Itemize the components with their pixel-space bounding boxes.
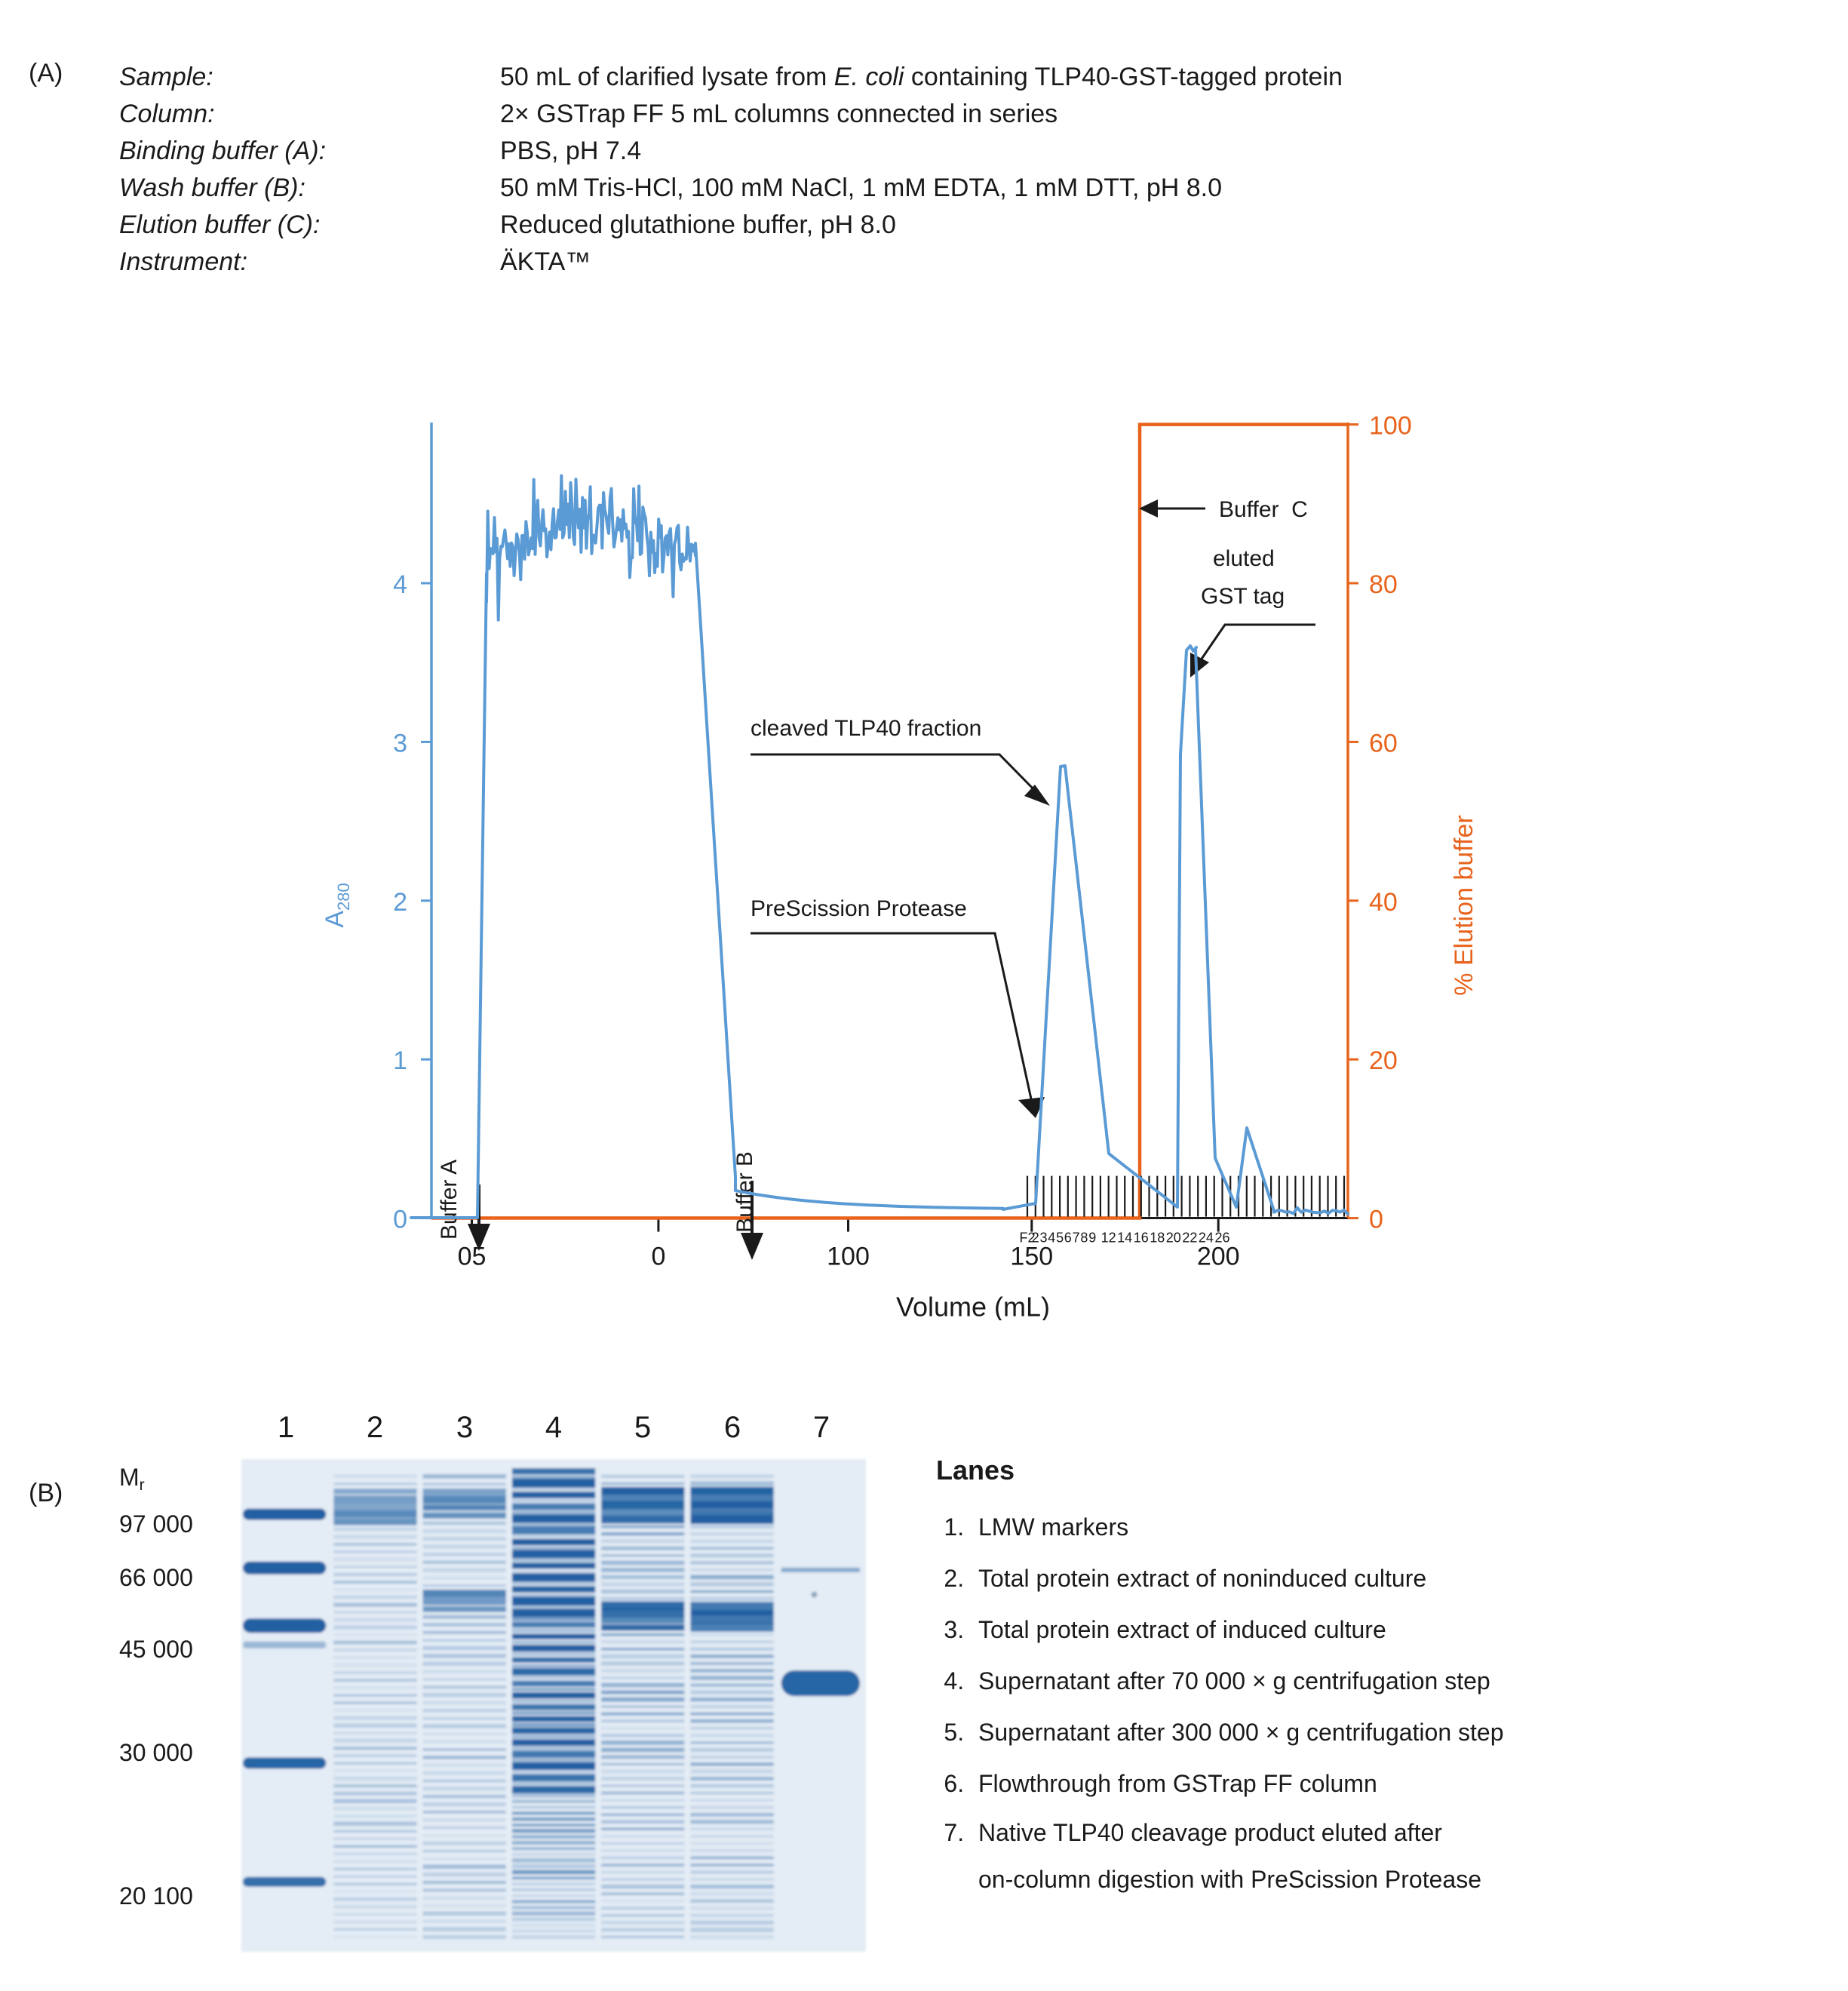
svg-text:9: 9 <box>1088 1231 1096 1246</box>
svg-text:GST tag: GST tag <box>1201 584 1285 609</box>
svg-text:100: 100 <box>827 1243 870 1271</box>
svg-text:22: 22 <box>1182 1231 1197 1246</box>
svg-text:eluted: eluted <box>1213 546 1275 571</box>
svg-text:3: 3 <box>1039 1231 1047 1246</box>
svg-text:05: 05 <box>458 1243 487 1271</box>
svg-text:40: 40 <box>1369 888 1398 917</box>
svg-text:A280: A280 <box>321 883 353 927</box>
svg-text:% Elution buffer: % Elution buffer <box>1450 815 1478 995</box>
svg-text:0: 0 <box>651 1243 665 1271</box>
svg-text:PreScission Protease: PreScission Protease <box>751 896 967 921</box>
svg-text:1: 1 <box>393 1046 407 1075</box>
svg-text:8: 8 <box>1080 1231 1088 1246</box>
svg-text:2: 2 <box>393 888 407 917</box>
svg-text:Buffer A: Buffer A <box>437 1160 462 1240</box>
svg-text:cleaved TLP40 fraction: cleaved TLP40 fraction <box>751 716 981 741</box>
svg-text:5: 5 <box>1056 1231 1064 1246</box>
svg-text:4: 4 <box>1048 1231 1055 1246</box>
svg-text:7: 7 <box>1073 1231 1080 1246</box>
svg-text:4: 4 <box>393 570 407 599</box>
svg-text:6: 6 <box>1064 1231 1072 1246</box>
svg-text:3: 3 <box>393 729 407 757</box>
svg-text:Buffer C: Buffer C <box>1219 497 1308 522</box>
svg-text:14: 14 <box>1117 1231 1132 1246</box>
svg-text:20: 20 <box>1166 1231 1181 1246</box>
svg-text:16: 16 <box>1134 1231 1149 1246</box>
svg-text:200: 200 <box>1197 1243 1240 1271</box>
svg-text:24: 24 <box>1199 1231 1214 1246</box>
svg-text:20: 20 <box>1369 1046 1398 1075</box>
svg-text:26: 26 <box>1214 1231 1229 1246</box>
svg-text:0: 0 <box>393 1206 407 1234</box>
svg-text:18: 18 <box>1150 1231 1165 1246</box>
svg-text:80: 80 <box>1369 570 1398 599</box>
svg-text:60: 60 <box>1369 729 1398 757</box>
svg-text:2: 2 <box>1032 1231 1039 1246</box>
svg-text:Volume (mL): Volume (mL) <box>896 1292 1050 1320</box>
svg-text:150: 150 <box>1010 1243 1053 1271</box>
svg-text:0: 0 <box>1369 1206 1383 1234</box>
svg-text:12: 12 <box>1101 1231 1116 1246</box>
svg-text:100: 100 <box>1369 412 1412 441</box>
